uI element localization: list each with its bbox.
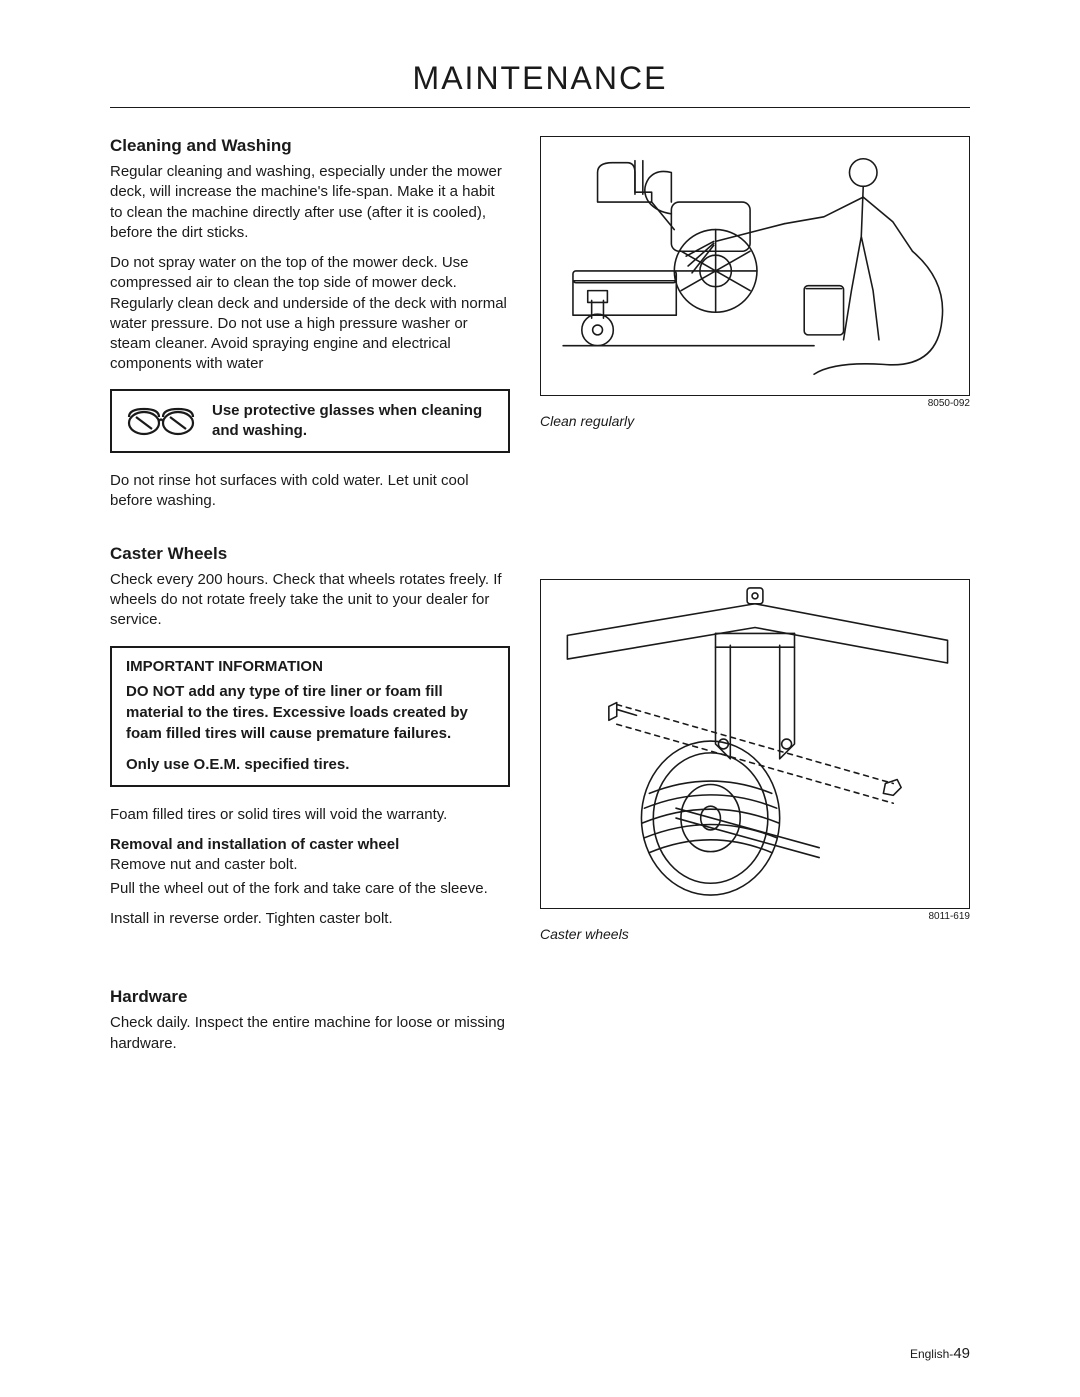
important-p1: DO NOT add any type of tire liner or foa…	[126, 681, 494, 744]
cleaning-p1: Regular cleaning and washing, especially…	[110, 162, 510, 243]
footer-lang: English-	[910, 1347, 953, 1361]
footer-page: 49	[953, 1345, 970, 1362]
caster-p3: Remove nut and caster bolt.	[110, 855, 510, 875]
caster-p5: Install in reverse order. Tighten caster…	[110, 909, 510, 929]
important-p2: Only use O.E.M. specified tires.	[126, 754, 494, 775]
figure-cleaning	[540, 136, 970, 396]
figure1-id: 8050-092	[540, 398, 970, 409]
figure-caster	[540, 579, 970, 909]
caster-p1: Check every 200 hours. Check that wheels…	[110, 570, 510, 631]
caster-p4: Pull the wheel out of the fork and take …	[110, 879, 510, 899]
figure2-id: 8011-619	[540, 911, 970, 922]
figure2-caption: Caster wheels	[540, 926, 970, 942]
hardware-heading: Hardware	[110, 987, 510, 1007]
column-left: Cleaning and Washing Regular cleaning an…	[110, 136, 510, 1064]
caster-sub1: Removal and installation of caster wheel	[110, 836, 510, 853]
glasses-icon	[126, 403, 196, 439]
page-footer: English-49	[910, 1345, 970, 1362]
important-label: IMPORTANT INFORMATION	[126, 658, 494, 675]
important-box: IMPORTANT INFORMATION DO NOT add any typ…	[110, 646, 510, 787]
hardware-p1: Check daily. Inspect the entire machine …	[110, 1013, 510, 1054]
safety-callout: Use protective glasses when cleaning and…	[110, 389, 510, 454]
column-right: 8050-092 Clean regularly	[540, 136, 970, 1064]
caster-p2: Foam filled tires or solid tires will vo…	[110, 805, 510, 825]
callout-text: Use protective glasses when cleaning and…	[212, 401, 494, 442]
content-columns: Cleaning and Washing Regular cleaning an…	[110, 136, 970, 1064]
page-title: MAINTENANCE	[110, 60, 970, 108]
figure1-caption: Clean regularly	[540, 413, 970, 429]
cleaning-p3: Do not rinse hot surfaces with cold wate…	[110, 471, 510, 512]
cleaning-heading: Cleaning and Washing	[110, 136, 510, 156]
cleaning-p2: Do not spray water on the top of the mow…	[110, 253, 510, 375]
caster-heading: Caster Wheels	[110, 544, 510, 564]
